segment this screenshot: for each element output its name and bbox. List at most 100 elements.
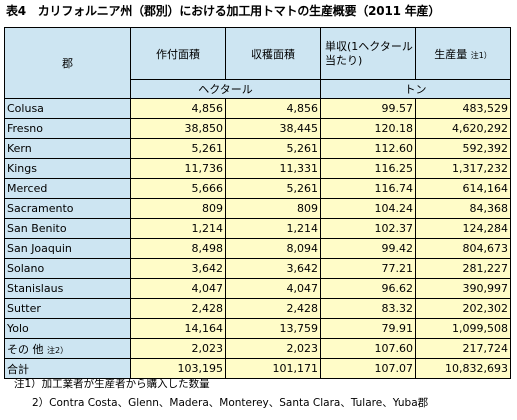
cell-production: 217,724: [415, 338, 511, 359]
cell-planted: 4,047: [130, 278, 226, 299]
cell-planted: 8,498: [130, 238, 226, 259]
cell-planted: 11,736: [130, 158, 226, 179]
table-row-other: その 他 注2） 2,023 2,023 107.60 217,724: [4, 338, 511, 359]
footnotes: 注1）加工業者が生産者から購入した数量 2）Contra Costa、Glenn…: [14, 375, 428, 413]
table-row: Stanislaus 4,047 4,047 96.62 390,997: [4, 278, 511, 299]
cell-yield: 99.57: [320, 98, 416, 119]
cell-harvested: 11,331: [225, 158, 321, 179]
cell-yield: 79.91: [320, 318, 416, 339]
table-row: Kern 5,261 5,261 112.60 592,392: [4, 138, 511, 159]
row-name: Yolo: [4, 318, 131, 339]
cell-planted: 38,850: [130, 118, 226, 139]
unit-hectare: ヘクタール: [130, 79, 321, 99]
cell-harvested: 4,856: [225, 98, 321, 119]
cell-yield: 112.60: [320, 138, 416, 159]
cell-yield: 107.07: [320, 358, 416, 379]
cell-yield: 83.32: [320, 298, 416, 319]
cell-planted: 2,023: [130, 338, 226, 359]
row-name: Sutter: [4, 298, 131, 319]
cell-yield: 116.25: [320, 158, 416, 179]
table-body: Colusa 4,856 4,856 99.57 483,529 Fresno 38,850…: [4, 98, 511, 339]
table-row: San Joaquin 8,498 8,094 99.42 804,673: [4, 238, 511, 259]
row-name: Colusa: [4, 98, 131, 119]
row-name: Sacramento: [4, 198, 131, 219]
production-table: 郡 作付面積 収穫面積 単収(1ヘクタール当たり) 生産量 注1） ヘクタール …: [4, 27, 511, 379]
table-title: 表4 カリフォルニア州（郡別）における加工用トマトの生産概要（2011 年産）: [6, 4, 441, 18]
row-name: Stanislaus: [4, 278, 131, 299]
cell-yield: 99.42: [320, 238, 416, 259]
table-row: Sutter 2,428 2,428 83.32 202,302: [4, 298, 511, 319]
cell-yield: 96.62: [320, 278, 416, 299]
table-row: Merced 5,666 5,261 116.74 614,164: [4, 178, 511, 199]
header-harvested-area: 収穫面積: [225, 27, 321, 80]
other-note: 注2）: [47, 345, 69, 355]
table-row: Fresno 38,850 38,445 120.18 4,620,292: [4, 118, 511, 139]
cell-production: 281,227: [415, 258, 511, 279]
row-name: Fresno: [4, 118, 131, 139]
header-production-note: 注1）: [470, 50, 492, 60]
table-row: Colusa 4,856 4,856 99.57 483,529: [4, 98, 511, 119]
cell-harvested: 101,171: [225, 358, 321, 379]
row-name: San Benito: [4, 218, 131, 239]
other-label: その 他: [7, 342, 44, 356]
table-row: San Benito 1,214 1,214 102.37 124,284: [4, 218, 511, 239]
header-production-label: 生産量: [434, 47, 468, 61]
cell-harvested: 5,261: [225, 138, 321, 159]
row-name: Merced: [4, 178, 131, 199]
cell-yield: 116.74: [320, 178, 416, 199]
cell-production: 10,832,693: [415, 358, 511, 379]
footnote-1: 注1）加工業者が生産者から購入した数量: [14, 378, 210, 390]
cell-production: 483,529: [415, 98, 511, 119]
cell-production: 804,673: [415, 238, 511, 259]
cell-planted: 1,214: [130, 218, 226, 239]
cell-harvested: 2,023: [225, 338, 321, 359]
table-row: Yolo 14,164 13,759 79.91 1,099,508: [4, 318, 511, 339]
cell-yield: 102.37: [320, 218, 416, 239]
cell-harvested: 2,428: [225, 298, 321, 319]
cell-harvested: 4,047: [225, 278, 321, 299]
cell-planted: 103,195: [130, 358, 226, 379]
cell-harvested: 3,642: [225, 258, 321, 279]
header-production: 生産量 注1）: [415, 27, 511, 80]
cell-planted: 4,856: [130, 98, 226, 119]
cell-harvested: 13,759: [225, 318, 321, 339]
cell-yield: 107.60: [320, 338, 416, 359]
cell-production: 4,620,292: [415, 118, 511, 139]
header-county: 郡: [4, 27, 131, 99]
cell-planted: 809: [130, 198, 226, 219]
cell-planted: 14,164: [130, 318, 226, 339]
cell-production: 1,099,508: [415, 318, 511, 339]
cell-yield: 77.21: [320, 258, 416, 279]
cell-planted: 5,666: [130, 178, 226, 199]
cell-production: 84,368: [415, 198, 511, 219]
cell-production: 390,997: [415, 278, 511, 299]
cell-production: 592,392: [415, 138, 511, 159]
cell-harvested: 8,094: [225, 238, 321, 259]
cell-production: 1,317,232: [415, 158, 511, 179]
cell-production: 124,284: [415, 218, 511, 239]
table-row-total: 合計 103,195 101,171 107.07 10,832,693: [4, 358, 511, 379]
table-row: Kings 11,736 11,331 116.25 1,317,232: [4, 158, 511, 179]
cell-planted: 2,428: [130, 298, 226, 319]
cell-harvested: 1,214: [225, 218, 321, 239]
table-row: Solano 3,642 3,642 77.21 281,227: [4, 258, 511, 279]
cell-production: 614,164: [415, 178, 511, 199]
cell-yield: 120.18: [320, 118, 416, 139]
row-name: Solano: [4, 258, 131, 279]
footnote-2: 2）Contra Costa、Glenn、Madera、Monterey、San…: [32, 397, 429, 409]
row-name: San Joaquin: [4, 238, 131, 259]
header-planted-area: 作付面積: [130, 27, 226, 80]
header-yield: 単収(1ヘクタール当たり): [320, 27, 416, 80]
cell-yield: 104.24: [320, 198, 416, 219]
cell-production: 202,302: [415, 298, 511, 319]
table-row: Sacramento 809 809 104.24 84,368: [4, 198, 511, 219]
row-name: Kern: [4, 138, 131, 159]
cell-harvested: 809: [225, 198, 321, 219]
cell-harvested: 5,261: [225, 178, 321, 199]
unit-ton: トン: [320, 79, 511, 99]
cell-harvested: 38,445: [225, 118, 321, 139]
row-name-other: その 他 注2）: [4, 338, 131, 359]
row-name: Kings: [4, 158, 131, 179]
cell-planted: 5,261: [130, 138, 226, 159]
row-name-total: 合計: [4, 358, 131, 379]
